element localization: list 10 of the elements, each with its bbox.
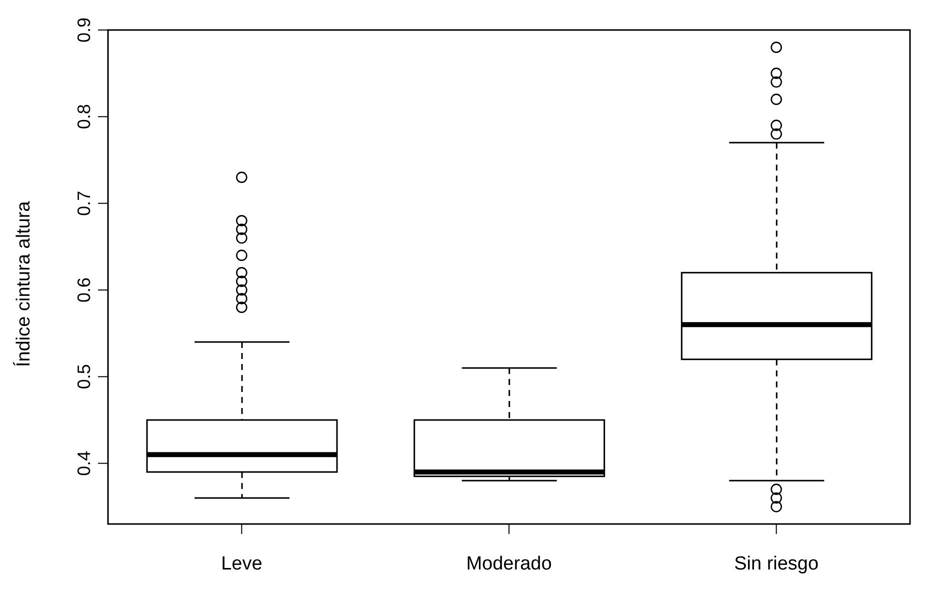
y-tick-label: 0.7 [74, 190, 94, 216]
x-tick-label: Sin riesgo [734, 553, 819, 574]
x-tick-label: Moderado [466, 553, 552, 574]
y-axis-title: Índice cintura altura [12, 200, 35, 367]
y-tick-label: 0.6 [74, 277, 94, 303]
y-tick-label: 0.8 [74, 104, 94, 130]
y-tick-label: 0.5 [74, 364, 94, 390]
y-tick-label: 0.4 [74, 450, 94, 476]
x-tick-label: Leve [221, 553, 262, 574]
y-tick-label: 0.9 [74, 17, 94, 43]
